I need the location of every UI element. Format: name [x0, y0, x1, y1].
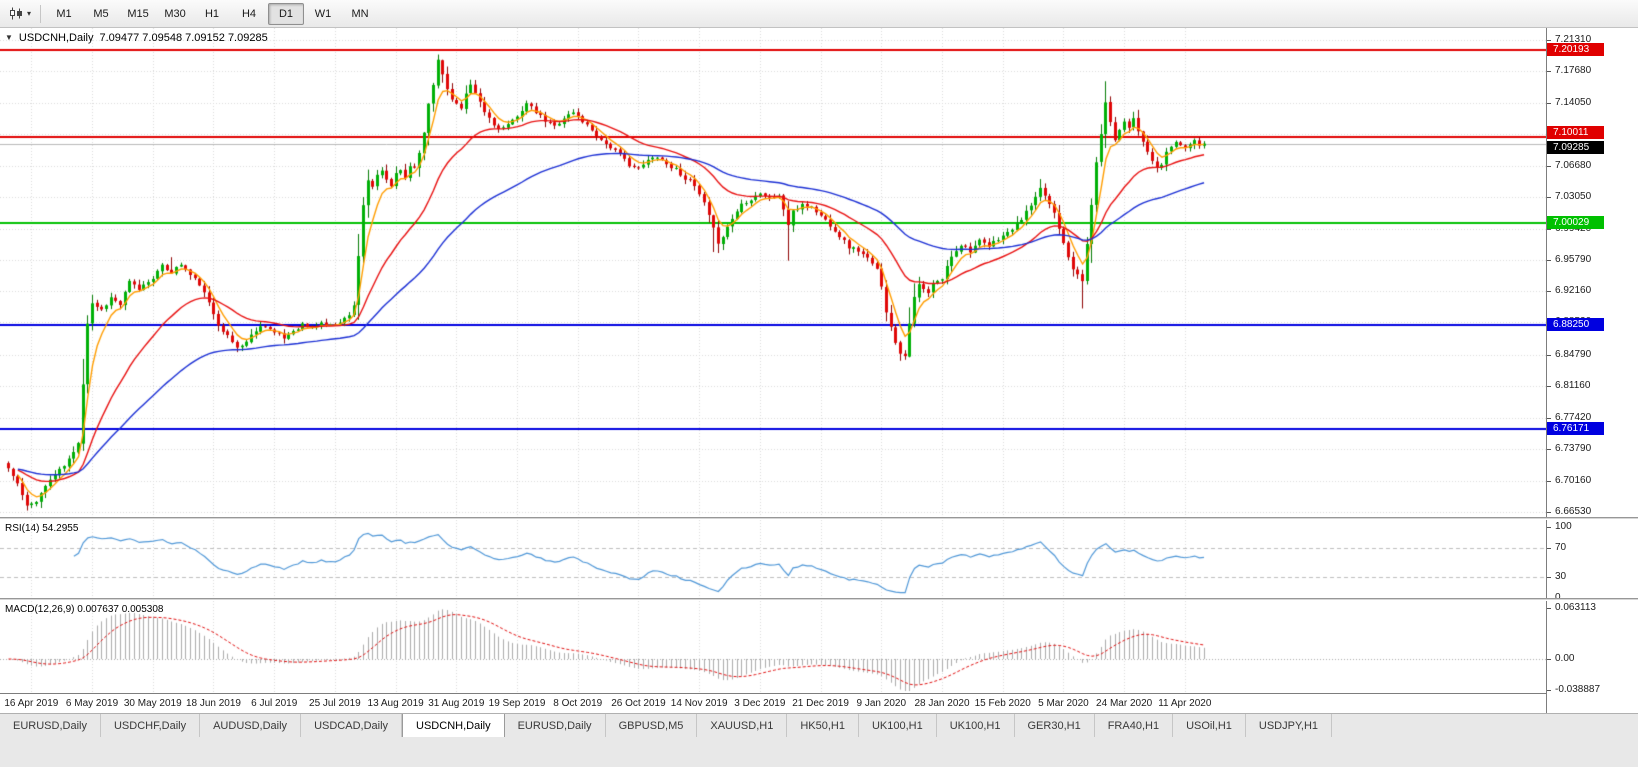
chart-tab-eurusd-daily[interactable]: EURUSD,Daily	[504, 714, 606, 737]
chart-tab-audusd-daily[interactable]: AUDUSD,Daily	[200, 714, 302, 737]
price-axis-tick: 6.77420	[1547, 412, 1591, 424]
date-axis-label: 31 Aug 2019	[428, 698, 485, 709]
price-axis-tick: 6.84790	[1547, 349, 1591, 361]
price-line-label: 7.09285	[1547, 140, 1604, 154]
date-axis-label: 5 Mar 2020	[1038, 698, 1089, 709]
chart-tab-bar: EURUSD,Daily USDCHF,Daily AUDUSD,Daily USDC…	[0, 713, 1638, 767]
chart-type-button[interactable]: ▾	[5, 5, 35, 22]
timeframe-button-h4[interactable]: H4	[241, 7, 257, 20]
chart-title: ▼ USDCNH,Daily 7.09477 7.09548 7.09152 7…	[5, 32, 268, 44]
chart-tab-usdchf-daily[interactable]: USDCHF,Daily	[100, 714, 201, 737]
date-axis-label: 28 Jan 2020	[914, 698, 970, 709]
price-line-label: 6.76171	[1547, 421, 1604, 435]
timeframe-toolbar: ▾ M1 M5 M15 M30 H1 H4 D1 W1 MN	[0, 0, 1638, 28]
chart-tab-usdjpy-h1[interactable]: USDJPY,H1	[1245, 714, 1333, 737]
date-axis-label: 26 Oct 2019	[611, 698, 666, 709]
date-axis-label: 19 Sep 2019	[488, 698, 546, 709]
price-axis-tick: 7.14050	[1547, 97, 1591, 109]
candlestick-chart-canvas[interactable]	[0, 28, 1546, 693]
rsi-axis-tick: 70	[1547, 542, 1566, 554]
date-axis-label: 8 Oct 2019	[553, 698, 603, 709]
chart-tab-hk50-h1[interactable]: HK50,H1	[787, 714, 859, 737]
date-axis[interactable]: 16 Apr 2019 6 May 2019 30 May 2019 18 Jun 2…	[0, 693, 1546, 713]
chart-tab-usdcnh-daily[interactable]: USDCNH,Daily	[402, 714, 505, 737]
date-axis-label: 3 Dec 2019	[734, 698, 786, 709]
date-axis-label: 18 Jun 2019	[185, 698, 241, 709]
chart-tab-usoil-h1[interactable]: USOil,H1	[1173, 714, 1246, 737]
price-line-label: 6.88250	[1547, 317, 1604, 331]
price-axis-tick: 6.70160	[1547, 475, 1591, 487]
rsi-axis-tick: 30	[1547, 571, 1566, 583]
symbol-period-label: USDCNH,Daily	[18, 32, 94, 44]
price-axis-tick: 7.03050	[1547, 191, 1591, 203]
timeframe-button-w1[interactable]: W1	[314, 7, 332, 20]
date-axis-label: 6 Jul 2019	[251, 698, 298, 709]
chart-tab-eurusd-daily[interactable]: EURUSD,Daily	[0, 714, 101, 737]
price-line-label: 7.20193	[1547, 42, 1604, 56]
price-axis-tick: 6.66530	[1547, 506, 1591, 518]
price-line-label: 7.00029	[1547, 216, 1604, 230]
rsi-indicator-label: RSI(14) 54.2955	[5, 523, 79, 534]
price-scale[interactable]: 7.213107.176807.140507.104207.066807.030…	[1546, 28, 1638, 713]
chart-tab-xauusd-h1[interactable]: XAUUSD,H1	[697, 714, 788, 737]
candlestick-icon	[10, 7, 22, 20]
price-axis-tick: 7.06680	[1547, 160, 1591, 172]
timeframe-button-m5[interactable]: M5	[93, 7, 109, 20]
date-axis-label: 14 Nov 2019	[670, 698, 728, 709]
ohlc-values: 7.09477 7.09548 7.09152 7.09285	[99, 32, 268, 44]
price-axis-tick: 6.92160	[1547, 285, 1591, 297]
collapse-icon[interactable]: ▼	[5, 33, 13, 42]
chart-tab-fra40-h1[interactable]: FRA40,H1	[1094, 714, 1174, 737]
timeframe-buttons: M1 M5 M15 M30 H1 H4 D1 W1 MN	[46, 2, 378, 25]
chart-tab-gbpusd-m5[interactable]: GBPUSD,M5	[605, 714, 698, 737]
date-axis-label: 16 Apr 2019	[4, 698, 59, 709]
pane-divider-rsi[interactable]	[0, 517, 1638, 520]
macd-axis-tick: -0.038887	[1547, 684, 1600, 696]
date-axis-label: 6 May 2019	[65, 698, 119, 709]
date-axis-label: 25 Jul 2019	[309, 698, 361, 709]
date-axis-label: 24 Mar 2020	[1096, 698, 1153, 709]
date-axis-label: 13 Aug 2019	[367, 698, 424, 709]
chart-tab-ger30-h1[interactable]: GER30,H1	[1014, 714, 1095, 737]
date-axis-label: 11 Apr 2020	[1158, 698, 1212, 709]
date-axis-label: 15 Feb 2020	[974, 698, 1031, 709]
price-axis-tick: 7.21310	[1547, 34, 1591, 46]
rsi-axis-tick: 100	[1547, 521, 1572, 533]
price-axis-tick: 6.81160	[1547, 380, 1590, 392]
pane-divider-macd[interactable]	[0, 598, 1638, 601]
chart-area: ▼ USDCNH,Daily 7.09477 7.09548 7.09152 7…	[0, 28, 1638, 713]
timeframe-button-m1[interactable]: M1	[56, 7, 72, 20]
price-line-label: 7.10011	[1547, 126, 1604, 140]
toolbar-separator	[40, 4, 42, 23]
timeframe-button-mn[interactable]: MN	[351, 7, 369, 20]
macd-indicator-label: MACD(12,26,9) 0.007637 0.005308	[5, 604, 164, 615]
date-axis-label: 30 May 2019	[123, 698, 182, 709]
chevron-down-icon: ▾	[27, 9, 32, 18]
date-axis-label: 21 Dec 2019	[792, 698, 849, 709]
price-axis-tick: 7.17680	[1547, 65, 1591, 77]
chart-tab-uk100-h1[interactable]: UK100,H1	[858, 714, 937, 737]
timeframe-button-d1[interactable]: D1	[268, 2, 305, 25]
timeframe-button-h1[interactable]: H1	[204, 7, 220, 20]
macd-axis-tick: 0.00	[1547, 653, 1574, 665]
timeframe-button-m30[interactable]: M30	[164, 7, 186, 20]
price-axis-tick: 6.73790	[1547, 443, 1591, 455]
price-axis-tick: 6.95790	[1547, 254, 1591, 266]
date-axis-label: 9 Jan 2020	[856, 698, 907, 709]
macd-axis-tick: 0.063113	[1547, 602, 1596, 614]
timeframe-button-m15[interactable]: M15	[127, 7, 149, 20]
chart-tab-uk100-h1[interactable]: UK100,H1	[936, 714, 1015, 737]
chart-tab-usdcad-daily[interactable]: USDCAD,Daily	[301, 714, 403, 737]
